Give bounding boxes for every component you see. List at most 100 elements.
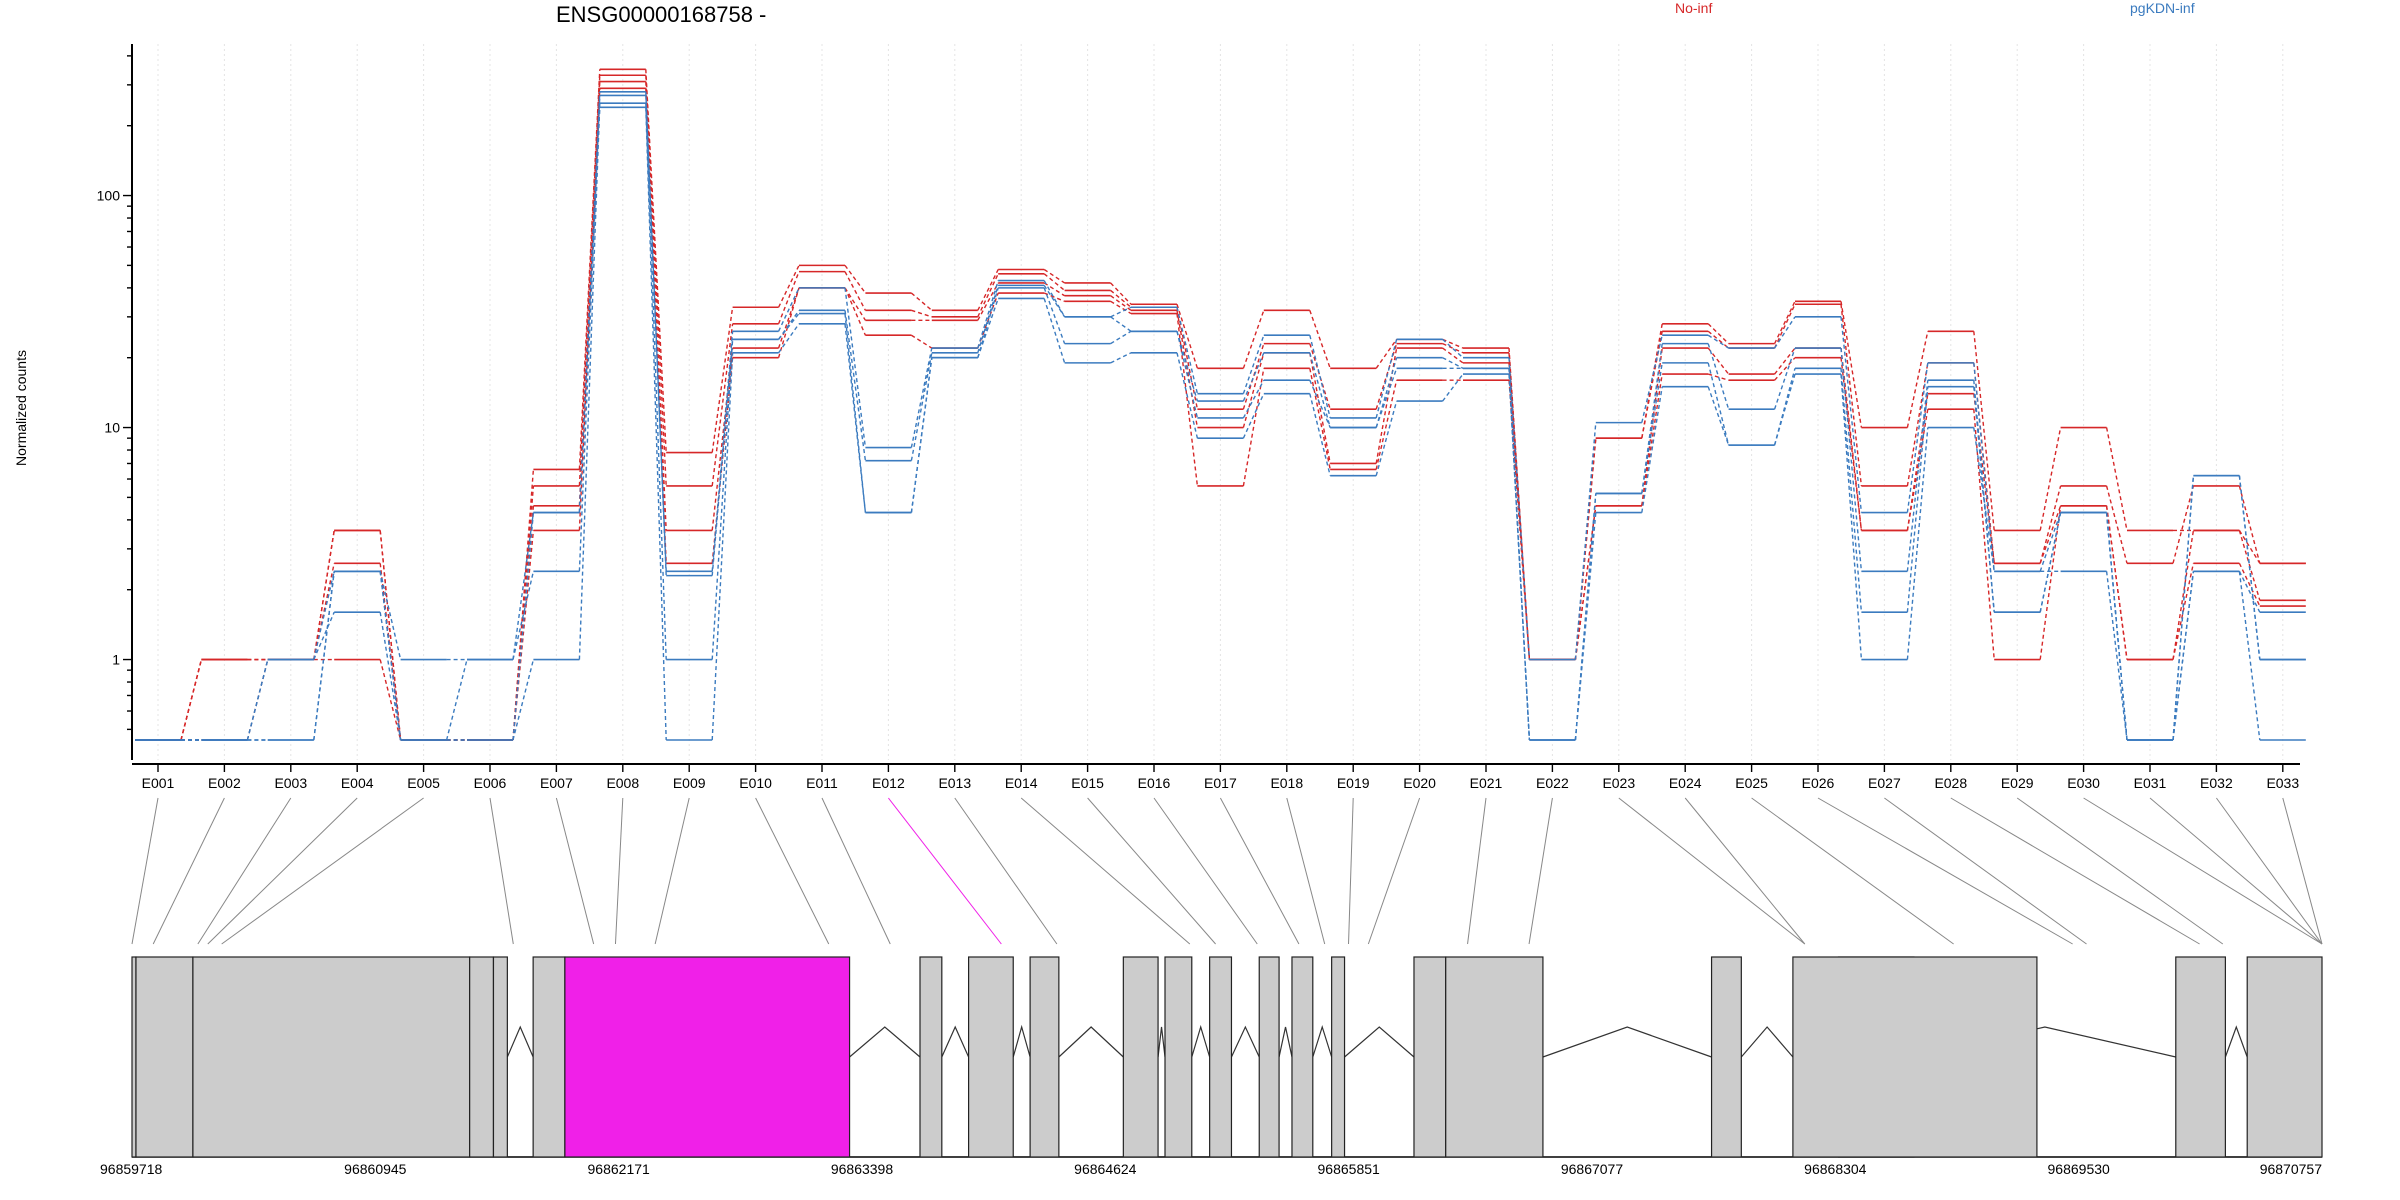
- x-tick-label-e014: E014: [1005, 775, 1038, 791]
- x-tick-label-e024: E024: [1669, 775, 1702, 791]
- exon-box: [469, 956, 495, 1158]
- exon-box: [492, 956, 508, 1158]
- connector-e009: [654, 797, 690, 945]
- x-tick-label-e004: E004: [341, 775, 374, 791]
- coordinate-label: 96860945: [344, 1161, 407, 1177]
- connector-e026: [1817, 797, 2073, 945]
- legend-no-inf: No-inf: [1675, 0, 1712, 16]
- exon-box: [2175, 956, 2226, 1158]
- connector-e017: [1219, 797, 1300, 945]
- connector-e004: [207, 797, 358, 945]
- connector-e028: [1950, 797, 2200, 945]
- intron-line: [1278, 1026, 1293, 1058]
- x-tick-label-e031: E031: [2134, 775, 2167, 791]
- exon-box: [1029, 956, 1060, 1158]
- exon-box: [135, 956, 194, 1158]
- x-tick-label-e003: E003: [274, 775, 307, 791]
- genomic-coordinates: 96859718 96860945 96862171 96863398 96864624…: [100, 1161, 2322, 1177]
- coordinate-label: 96869530: [2048, 1161, 2111, 1177]
- exon-box: [1258, 956, 1280, 1158]
- coordinate-label: 96865851: [1318, 1161, 1381, 1177]
- connector-e019: [1348, 797, 1354, 945]
- x-tick-label-e002: E002: [208, 775, 241, 791]
- exon-box: [1710, 956, 1742, 1158]
- connector-e018: [1286, 797, 1326, 945]
- exon-box: [192, 956, 471, 1158]
- connector-e021: [1467, 797, 1487, 945]
- coordinate-label: 96868304: [1804, 1161, 1867, 1177]
- y-tick-label: 1: [112, 652, 120, 668]
- coordinate-label: 96864624: [1074, 1161, 1137, 1177]
- connector-e005: [221, 797, 424, 945]
- exon-box: [1792, 956, 2038, 1158]
- x-tick-label-e026: E026: [1802, 775, 1835, 791]
- y-ticks: 1 10 100: [97, 55, 132, 731]
- exon-box: [968, 956, 1014, 1158]
- connector-e033: [2282, 797, 2323, 945]
- intron-line: [2224, 1025, 2248, 1058]
- x-tick-label-e013: E013: [938, 775, 971, 791]
- exon-connectors: [131, 797, 2323, 945]
- connector-e001: [131, 797, 159, 945]
- connector-e012: [888, 797, 1002, 945]
- x-tick-label-e029: E029: [2001, 775, 2034, 791]
- x-tick-label-e001: E001: [142, 775, 175, 791]
- exon-box: [2246, 956, 2323, 1158]
- connector-e006: [489, 797, 514, 945]
- x-ticks: E001 E002 E003 E004 E005 E006 E007 E008 E009 E010…: [142, 764, 2299, 791]
- intron-line: [1740, 1026, 1794, 1058]
- x-tick-label-e027: E027: [1868, 775, 1901, 791]
- coordinate-label: 96863398: [831, 1161, 894, 1177]
- connector-e016: [1153, 797, 1258, 945]
- y-tick-label: 10: [104, 420, 120, 436]
- exon-box: [532, 956, 566, 1158]
- chart-title: ENSG00000168758 -: [556, 2, 766, 27]
- transition-lines: [180, 75, 2261, 741]
- x-tick-label-e021: E021: [1470, 775, 1503, 791]
- x-tick-label-e019: E019: [1337, 775, 1370, 791]
- y-tick-label: 100: [97, 188, 121, 204]
- intron-line: [849, 1026, 921, 1058]
- intron-line: [1058, 1026, 1124, 1058]
- x-tick-label-e018: E018: [1270, 775, 1303, 791]
- intron-line: [1344, 1026, 1415, 1058]
- x-tick-label-e006: E006: [474, 775, 507, 791]
- connector-e013: [954, 797, 1058, 945]
- x-tick-label-e023: E023: [1602, 775, 1635, 791]
- intron-line: [1191, 1024, 1211, 1058]
- x-tick-label-e008: E008: [606, 775, 639, 791]
- x-tick-label-e010: E010: [739, 775, 772, 791]
- legend-pgkdn-inf: pgKDN-inf: [2130, 0, 2195, 16]
- transition-lines: [181, 107, 2261, 741]
- connector-e020: [1367, 797, 1421, 945]
- connector-e024: [1684, 797, 1806, 945]
- series-lines: [135, 68, 2306, 741]
- connector-e029: [2016, 797, 2224, 945]
- exon-box: [919, 956, 943, 1158]
- exon-box: [1413, 956, 1447, 1158]
- x-tick-label-e005: E005: [407, 775, 440, 791]
- x-tick-label-e020: E020: [1403, 775, 1436, 791]
- series-pgkdn-inf-4: [135, 106, 2306, 741]
- x-tick-label-e016: E016: [1138, 775, 1171, 791]
- coordinate-label: 96870757: [2260, 1161, 2323, 1177]
- intron-line: [1012, 1024, 1031, 1058]
- x-tick-label-e015: E015: [1071, 775, 1104, 791]
- connector-e010: [755, 797, 830, 945]
- x-tick-label-e033: E033: [2266, 775, 2299, 791]
- x-tick-label-e030: E030: [2067, 775, 2100, 791]
- x-tick-label-e025: E025: [1735, 775, 1768, 791]
- connector-e007: [555, 797, 595, 945]
- connector-e032: [2215, 797, 2323, 945]
- connector-e014: [1020, 797, 1191, 945]
- connector-e030: [2083, 797, 2323, 945]
- x-tick-label-e022: E022: [1536, 775, 1569, 791]
- x-tick-label-e028: E028: [1934, 775, 1967, 791]
- x-tick-label-e012: E012: [872, 775, 905, 791]
- exon-box: [1209, 956, 1233, 1158]
- connector-e027: [1884, 797, 2087, 945]
- x-tick-label-e032: E032: [2200, 775, 2233, 791]
- exon-box: [1331, 956, 1346, 1158]
- intron-line: [941, 1025, 970, 1058]
- intron-line: [506, 1025, 534, 1058]
